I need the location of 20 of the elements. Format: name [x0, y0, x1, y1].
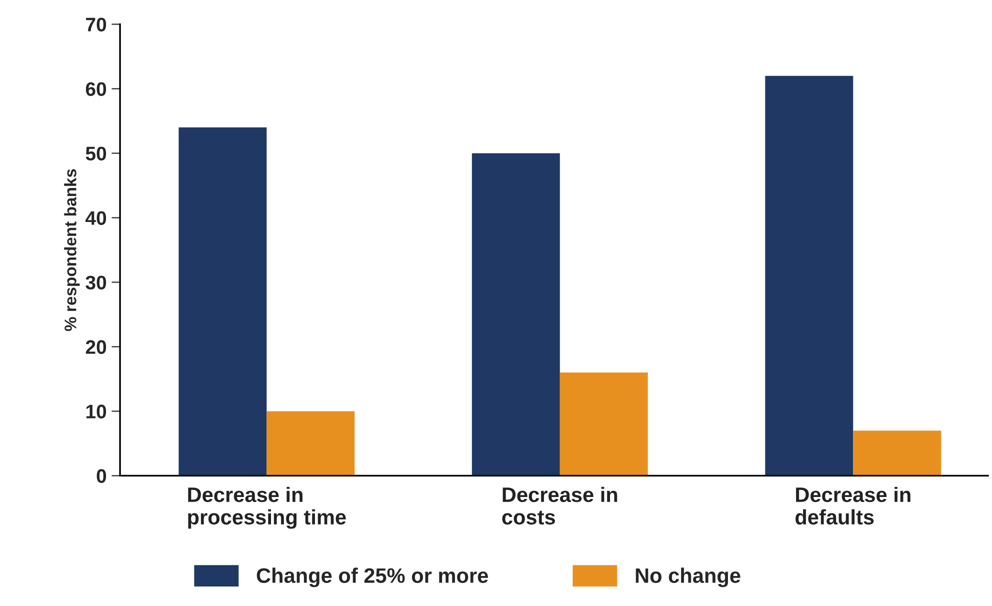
- bar: [472, 153, 560, 476]
- bar: [560, 372, 648, 476]
- bar: [266, 411, 355, 476]
- x-tick-label: Decrease in costs: [502, 486, 618, 525]
- y-tick-label: 40: [86, 211, 106, 225]
- y-tick-label: 30: [86, 276, 106, 290]
- bar: [853, 430, 942, 476]
- bar: [178, 127, 267, 476]
- y-tick-label: 60: [86, 82, 106, 96]
- legend-label: No change: [636, 568, 740, 588]
- legend-label: Change of 25% or more: [256, 568, 488, 588]
- x-tick-label: Decrease in processing time: [188, 486, 346, 529]
- x-tick-label: Decrease in defaults: [796, 486, 910, 525]
- y-tick-label: 20: [86, 340, 106, 354]
- y-tick-label: 50: [86, 146, 106, 160]
- y-axis-title: % respondent banks: [64, 169, 80, 332]
- y-tick-label: 70: [86, 18, 106, 32]
- y-tick-label: 10: [86, 404, 106, 418]
- y-tick-label: 0: [96, 469, 106, 483]
- bar: [765, 76, 854, 476]
